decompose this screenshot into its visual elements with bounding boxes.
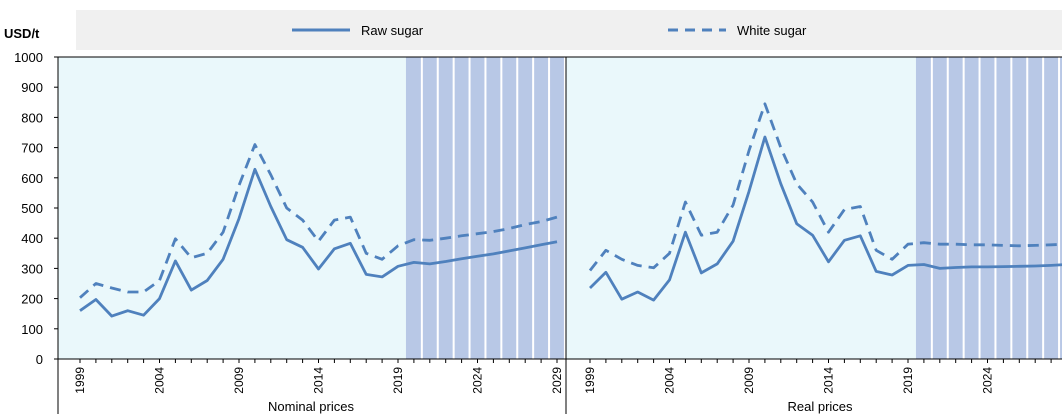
y-tick-label: 100 xyxy=(21,322,43,337)
y-tick-label: 600 xyxy=(21,171,43,186)
y-tick-label: 400 xyxy=(21,231,43,246)
x-tick-label: 2024 xyxy=(471,367,485,394)
legend: USD/t Raw sugar White sugar xyxy=(4,10,1062,50)
y-axis-unit-label: USD/t xyxy=(4,26,40,41)
series-line-raw-sugar xyxy=(589,135,1062,302)
x-tick-label: 2009 xyxy=(742,367,756,394)
panel-real-prices: 1999 2004 2009 2014 2019 2024 2029 xyxy=(565,56,1062,414)
y-tick-label: 500 xyxy=(21,201,43,216)
projection-shading xyxy=(915,57,1062,359)
x-tick-label: 2029 xyxy=(1060,367,1062,394)
y-tick-label: 700 xyxy=(21,141,43,156)
legend-background xyxy=(76,10,1062,50)
plot-area xyxy=(566,57,1062,359)
x-tick-label: 2014 xyxy=(312,367,326,394)
plot-area xyxy=(58,57,566,359)
legend-raw-sugar-label: Raw sugar xyxy=(361,23,424,38)
series-line-raw-sugar xyxy=(79,167,558,318)
y-tick-label: 1000 xyxy=(14,50,43,65)
y-tick-label: 800 xyxy=(21,110,43,125)
projection-shading xyxy=(405,57,566,359)
x-tick-label: 2019 xyxy=(391,367,405,394)
x-tick-label: 2029 xyxy=(550,367,564,394)
y-tick-label: 200 xyxy=(21,292,43,307)
legend-white-sugar-label: White sugar xyxy=(737,23,807,38)
y-tick-label: 300 xyxy=(21,261,43,276)
x-axis-title-nominal: Nominal prices xyxy=(268,399,354,414)
panel-nominal-prices: 1999 2004 2009 2014 2019 2024 2029 xyxy=(57,56,566,414)
x-tick-label: 2019 xyxy=(901,367,915,394)
x-tick-label: 2009 xyxy=(232,367,246,394)
x-tick-label: 2014 xyxy=(822,367,836,394)
x-tick-label: 1999 xyxy=(583,367,597,394)
x-tick-label: 2024 xyxy=(981,367,995,394)
series-line-white-sugar xyxy=(79,143,558,299)
x-tick-label: 1999 xyxy=(73,367,87,394)
y-tick-label: 900 xyxy=(21,80,43,95)
y-axis: 0 100 200 300 400 500 600 700 800 900 1000 xyxy=(14,50,58,367)
series-line-white-sugar xyxy=(588,102,1062,272)
y-tick-label: 0 xyxy=(36,352,43,367)
x-tick-label: 2004 xyxy=(153,367,167,394)
x-tick-label: 2004 xyxy=(663,367,677,394)
x-axis-title-real: Real prices xyxy=(787,399,853,414)
